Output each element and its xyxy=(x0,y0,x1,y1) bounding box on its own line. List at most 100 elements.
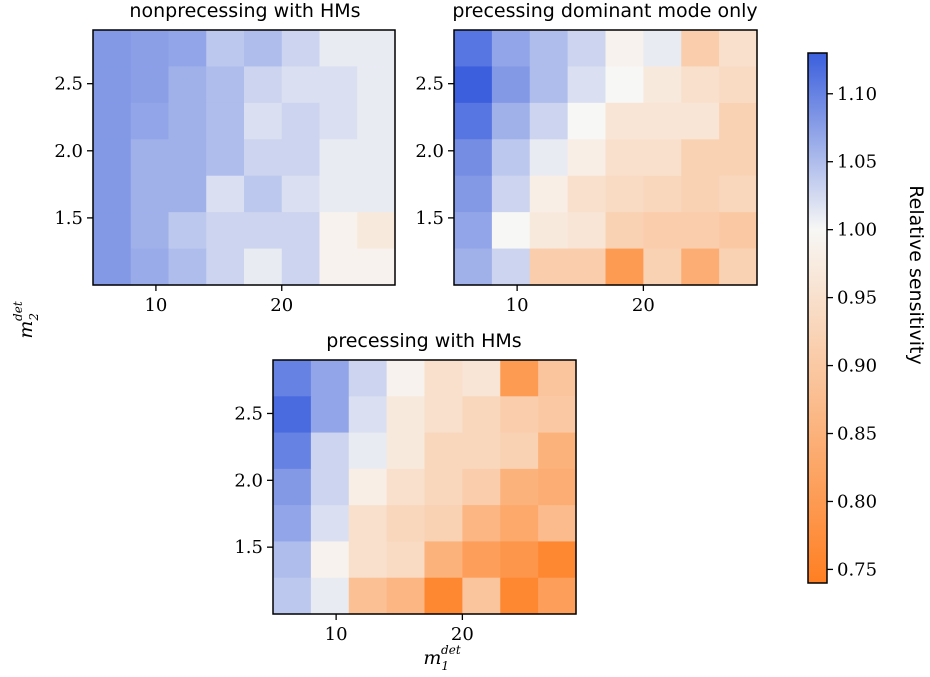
heatmap-cell xyxy=(500,505,539,543)
svg-text:m1det: m1det xyxy=(423,643,460,673)
heatmap-cell xyxy=(310,432,350,470)
heatmap-cell xyxy=(681,212,720,250)
heatmap-cell xyxy=(681,139,720,177)
heatmap-cell xyxy=(319,212,358,250)
heatmap-cell xyxy=(538,432,577,470)
heatmap-cell xyxy=(424,360,463,397)
colorbar-tick-label: 0.90 xyxy=(837,356,877,377)
y-tick-label: 2.0 xyxy=(415,141,444,162)
colorbar-tick-label: 0.75 xyxy=(837,559,877,580)
heatmap-cell xyxy=(424,505,463,543)
heatmap-cell xyxy=(93,30,132,68)
heatmap-cell xyxy=(319,139,358,177)
heatmap-cell xyxy=(462,541,501,579)
heatmap-cell xyxy=(93,66,132,104)
heatmap-cell xyxy=(310,505,350,543)
heatmap-cell xyxy=(567,139,607,177)
heatmap-cell xyxy=(491,248,531,286)
heatmap-cell xyxy=(130,139,170,177)
heatmap-cell xyxy=(93,212,132,250)
svg-text:Relative sensitivity: Relative sensitivity xyxy=(905,185,927,364)
heatmap-cell xyxy=(386,468,426,506)
heatmap-cell xyxy=(281,212,321,250)
heatmap-cell xyxy=(168,212,207,250)
y-tick-label: 2.0 xyxy=(234,470,263,491)
heatmap-cell xyxy=(529,248,569,286)
heatmap-cell xyxy=(273,505,312,543)
y-tick-label: 2.5 xyxy=(54,74,83,95)
heatmap-cell xyxy=(491,175,531,213)
heatmap-cell xyxy=(529,139,569,177)
y-tick-label: 1.5 xyxy=(234,537,263,558)
heatmap-cell xyxy=(491,30,531,68)
heatmap-cell xyxy=(348,360,388,397)
heatmap-cell xyxy=(93,175,132,213)
heatmap-cell xyxy=(681,175,720,213)
heatmap-cell xyxy=(491,102,531,140)
heatmap-cell xyxy=(386,432,426,470)
heatmap-cell xyxy=(348,541,388,579)
y-tick-label: 2.5 xyxy=(415,74,444,95)
heatmap-cell xyxy=(386,505,426,543)
heatmap-cell xyxy=(310,396,350,434)
heatmap-cell xyxy=(643,139,682,177)
heatmap-cell xyxy=(529,212,569,250)
heatmap-cell xyxy=(386,541,426,579)
heatmap-cell xyxy=(424,468,463,506)
heatmap-cell xyxy=(719,248,758,286)
heatmap-cell xyxy=(454,30,493,68)
heatmap-cell xyxy=(643,102,682,140)
heatmap-cell xyxy=(168,248,207,286)
heatmap-cell xyxy=(424,396,463,434)
heatmap-cell xyxy=(130,30,170,68)
heatmap-cell xyxy=(567,212,607,250)
heatmap-cell xyxy=(244,175,283,213)
heatmap-cell xyxy=(357,139,396,177)
heatmap-cell xyxy=(273,577,312,615)
heatmap-cell xyxy=(348,468,388,506)
heatmap-cell xyxy=(719,66,758,104)
heatmap-cell xyxy=(357,212,396,250)
heatmap-cell xyxy=(310,577,350,615)
heatmap-cell xyxy=(281,102,321,140)
colorbar-tick-label: 0.85 xyxy=(837,424,877,445)
heatmap-cell xyxy=(348,505,388,543)
heatmap-cell xyxy=(681,30,720,68)
heatmap-cell xyxy=(319,102,358,140)
colorbar-tick-label: 0.95 xyxy=(837,288,877,309)
heatmap-cell xyxy=(605,248,644,286)
heatmap-cell xyxy=(454,66,493,104)
heatmap-cell xyxy=(491,66,531,104)
heatmap-cell xyxy=(424,541,463,579)
heatmap-cell xyxy=(567,30,607,68)
heatmap-cell xyxy=(605,102,644,140)
svg-text:m2det: m2det xyxy=(11,301,41,338)
heatmap-cell xyxy=(643,175,682,213)
colorbar-tick-label: 1.05 xyxy=(837,152,877,173)
heatmap-cell xyxy=(168,175,207,213)
heatmap-cell xyxy=(130,66,170,104)
heatmap-cell xyxy=(605,175,644,213)
heatmap-cell xyxy=(281,30,321,68)
heatmap-cell xyxy=(310,541,350,579)
heatmap-cell xyxy=(643,66,682,104)
heatmap-cell xyxy=(357,175,396,213)
heatmap-cell xyxy=(529,66,569,104)
heatmap-cell xyxy=(567,102,607,140)
heatmap-cell xyxy=(454,175,493,213)
heatmap-cell xyxy=(567,248,607,286)
heatmap-cell xyxy=(206,66,245,104)
heatmap-cell xyxy=(500,468,539,506)
x-tick-label: 10 xyxy=(506,295,529,316)
plot-frame xyxy=(272,359,577,615)
heatmap-cell xyxy=(206,175,245,213)
heatmap-cell xyxy=(454,212,493,250)
heatmap-cell xyxy=(462,577,501,615)
heatmap-cell xyxy=(462,396,501,434)
heatmap-cell xyxy=(348,432,388,470)
heatmap-cell xyxy=(529,102,569,140)
heatmap-cell xyxy=(454,139,493,177)
heatmap-cell xyxy=(719,30,758,68)
heatmap-cell xyxy=(281,175,321,213)
